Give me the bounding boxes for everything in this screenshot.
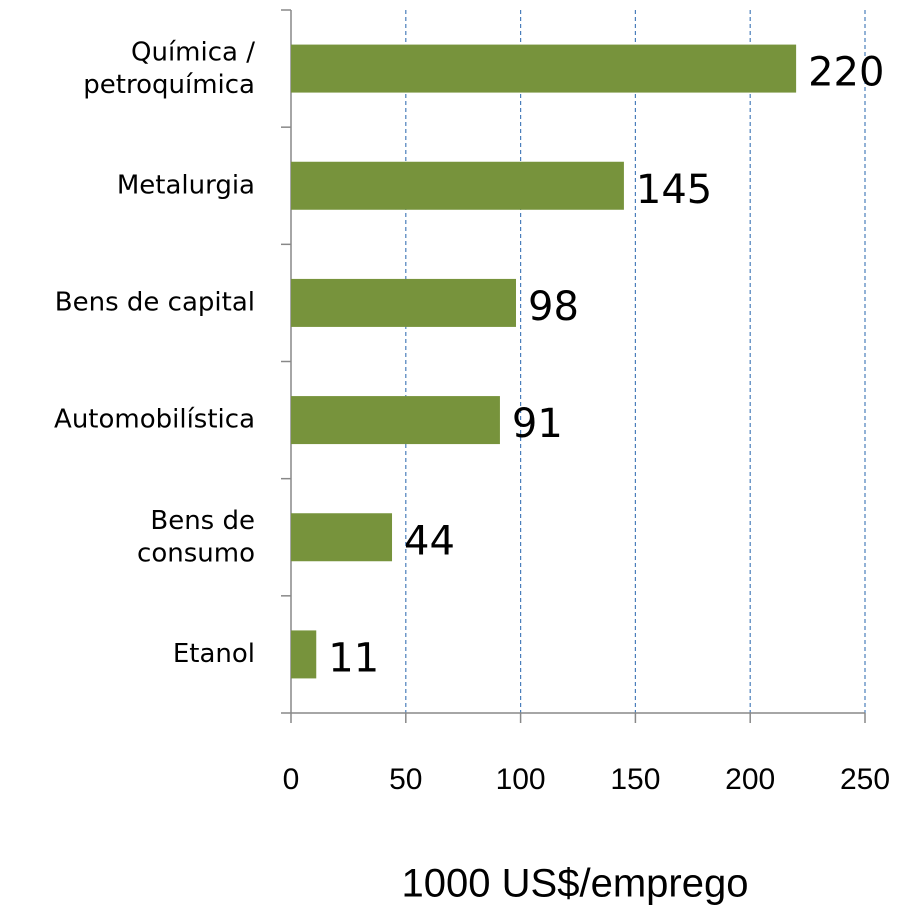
x-tick-label: 250 <box>840 763 890 796</box>
y-tick-label: Química /petroquímica <box>83 37 255 100</box>
y-tick-label: Etanol <box>173 639 255 669</box>
x-axis-title: 1000 US$/emprego <box>402 862 749 906</box>
value-label: 91 <box>512 401 563 447</box>
x-tick-label: 100 <box>496 763 546 796</box>
value-label: 145 <box>636 167 712 213</box>
bar <box>291 630 316 678</box>
bar <box>291 279 516 327</box>
x-tick-label: 0 <box>283 763 300 796</box>
value-label: 220 <box>808 50 884 96</box>
value-label: 44 <box>404 518 455 564</box>
y-tick-label: Bens de capital <box>55 287 255 317</box>
x-tick-label: 50 <box>389 763 422 796</box>
value-label: 11 <box>328 635 379 681</box>
bar <box>291 513 392 561</box>
x-tick-label: 200 <box>725 763 775 796</box>
bar <box>291 162 624 210</box>
x-tick-label: 150 <box>610 763 660 796</box>
y-tick-label: Automobilística <box>54 405 255 435</box>
bar <box>291 396 500 444</box>
chart: 1000 US$/emprego 0 50 100 150 200 250 Química … <box>0 0 914 908</box>
bar <box>291 45 796 93</box>
value-label: 98 <box>528 284 579 330</box>
y-tick-label: Metalurgia <box>117 170 255 200</box>
